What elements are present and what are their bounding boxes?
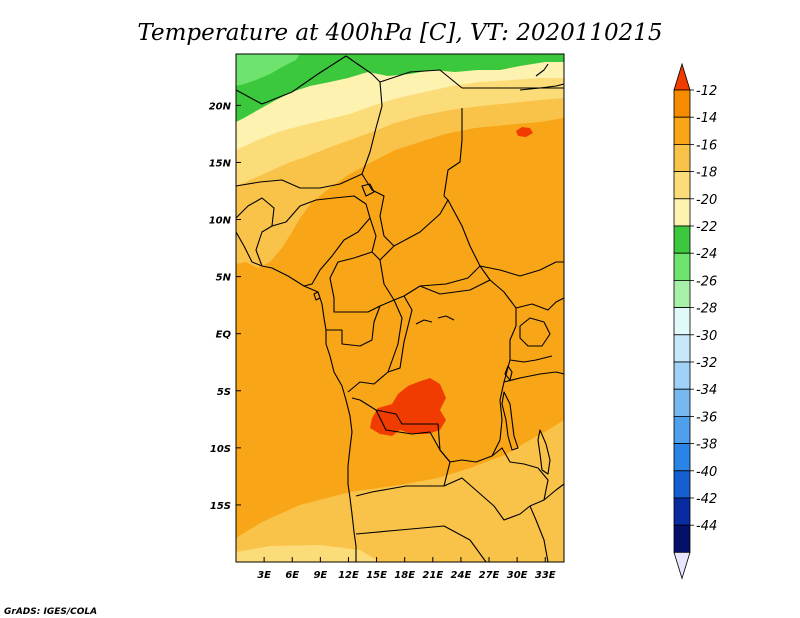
border-mozambique — [529, 483, 564, 562]
colorbar: -12 -14 -16 -18 -20 -22 -24 -26 -28 -30 -32 -34 -36 -… — [673, 62, 717, 580]
colorbar-swatch — [673, 470, 691, 499]
colorbar-label: -32 — [696, 356, 717, 371]
lake-malawi — [537, 429, 551, 475]
colorbar-swatch — [673, 388, 691, 417]
colorbar-label: -28 — [696, 302, 717, 317]
border-east-africa — [503, 297, 564, 383]
x-tick-label: 24E — [451, 570, 472, 581]
border-chad-sudan — [361, 173, 449, 247]
border-burkina — [236, 197, 275, 267]
colorbar-swatch — [673, 334, 691, 363]
country-borders — [236, 55, 564, 562]
border-angola — [351, 397, 451, 497]
colorbar-label: -18 — [696, 166, 717, 181]
colorbar-label: -12 — [696, 84, 717, 99]
lake-victoria — [519, 317, 551, 347]
colorbar-label: -44 — [696, 519, 717, 534]
border-mali-niger — [236, 173, 363, 189]
x-tick-label: 21E — [422, 570, 443, 581]
red-sea-coast — [519, 63, 564, 91]
border-namibia-botswana — [355, 525, 487, 562]
chart-title: Temperature at 400hPa [C], VT: 202011021… — [137, 20, 662, 46]
colorbar-label: -38 — [696, 438, 717, 453]
colorbar-label: -36 — [696, 410, 717, 425]
congo-river — [415, 315, 455, 325]
colorbar-swatch — [673, 252, 691, 281]
colorbar-swatch — [673, 171, 691, 200]
border-libya-egypt — [443, 108, 463, 197]
coastline-west-africa — [236, 231, 357, 562]
y-tick-label: 20N — [209, 101, 232, 112]
x-tick-label: 12E — [338, 570, 359, 581]
y-tick-label: EQ — [216, 330, 232, 341]
colorbar-label: -20 — [696, 193, 717, 208]
colorbar-label: -40 — [696, 465, 717, 480]
lake-chad — [361, 183, 375, 197]
colorbar-swatch — [673, 89, 691, 118]
lake-kivu — [504, 365, 513, 381]
colorbar-label: -22 — [696, 220, 717, 235]
island-bioko — [313, 291, 321, 301]
y-tick-label: 15S — [210, 501, 231, 512]
temperature-field — [236, 54, 564, 562]
colorbar-swatch — [673, 361, 691, 390]
colorbar-label: -14 — [696, 111, 717, 126]
y-tick-label: 5S — [217, 387, 231, 398]
x-tick-label: 9E — [313, 570, 327, 581]
latitude-axis: 20N 15N 10N 5N EQ 5S 10S 15S — [209, 101, 241, 512]
x-tick-label: 30E — [507, 570, 528, 581]
field-minus18-16-south — [236, 420, 564, 562]
longitude-axis: 3E 6E 9E 12E 15E 18E 21E 24E 27E 30E 33E — [257, 557, 556, 581]
colorbar-top-triangle — [673, 62, 691, 91]
x-tick-label: 15E — [366, 570, 387, 581]
colorbar-label: -24 — [696, 247, 717, 262]
border-nigeria — [271, 195, 371, 287]
border-algeria-mali-niger — [236, 55, 383, 175]
border-drc — [359, 279, 517, 463]
y-tick-label: 10S — [210, 444, 231, 455]
lake-tanganyika — [501, 391, 519, 451]
colorbar-swatch — [673, 415, 691, 444]
y-tick-label: 15N — [209, 158, 232, 169]
colorbar-label: -30 — [696, 329, 717, 344]
field-minus26-24 — [236, 54, 300, 86]
x-tick-label: 27E — [479, 570, 500, 581]
border-cameroon — [329, 217, 381, 313]
y-tick-label: 10N — [209, 216, 232, 227]
border-niger-chad — [379, 69, 463, 89]
field-minus14-12-north — [516, 127, 533, 137]
colorbar-label: -34 — [696, 383, 717, 398]
colorbar-label: -16 — [696, 138, 717, 153]
colorbar-swatch — [673, 307, 691, 336]
border-south-sudan — [447, 199, 564, 277]
colorbar-swatch — [673, 116, 691, 145]
border-zambia — [443, 447, 549, 521]
colorbar-swatch — [673, 225, 691, 254]
colorbar-swatch — [673, 497, 691, 526]
colorbar-swatch — [673, 524, 691, 553]
x-tick-label: 6E — [285, 570, 299, 581]
x-tick-label: 3E — [257, 570, 271, 581]
colorbar-bottom-triangle — [673, 552, 691, 580]
colorbar-label: -42 — [696, 492, 717, 507]
colorbar-swatch — [673, 443, 691, 472]
field-minus18-16-south-fringe — [236, 545, 380, 562]
x-tick-label: 18E — [394, 570, 415, 581]
colorbar-label: -26 — [696, 274, 717, 289]
field-minus24-22 — [236, 54, 564, 122]
field-minus14-12-congo — [370, 378, 446, 436]
grads-credit: GrADS: IGES/COLA — [4, 607, 97, 617]
border-congo-gabon — [326, 299, 403, 393]
y-tick-label: 5N — [216, 273, 232, 284]
colorbar-swatch — [673, 279, 691, 308]
colorbar-swatch — [673, 143, 691, 172]
x-tick-label: 33E — [535, 570, 556, 581]
plot-frame — [235, 53, 565, 563]
colorbar-swatch — [673, 198, 691, 227]
